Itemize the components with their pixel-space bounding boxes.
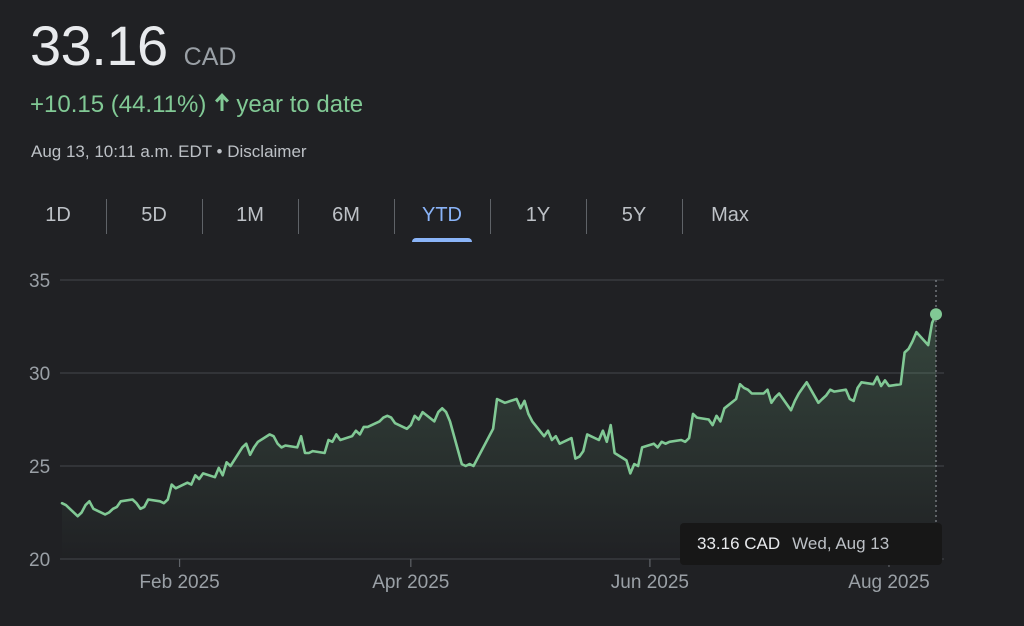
tab-max[interactable]: Max (682, 192, 778, 238)
y-tick-label: 25 (29, 457, 50, 478)
tab-label: Max (711, 203, 749, 226)
tab-1m[interactable]: 1M (202, 192, 298, 238)
x-tick-label: Jun 2025 (611, 572, 689, 593)
range-tabs: 1D 5D 1M 6M YTD 1Y 5Y Max (10, 192, 778, 242)
currency-label: CAD (183, 43, 237, 71)
active-tab-indicator (412, 238, 472, 242)
tab-5y[interactable]: 5Y (586, 192, 682, 238)
x-tick-label: Aug 2025 (848, 572, 929, 593)
period-label: year to date (236, 91, 364, 118)
current-price: 33.16 (30, 14, 168, 77)
arrow-up-icon (214, 91, 230, 119)
price-change: +10.15 (44.11%) (30, 91, 207, 118)
y-tick-label: 20 (29, 550, 50, 571)
series-line (60, 312, 938, 518)
quote-meta: Aug 13, 10:11 a.m. EDT • Disclaimer (31, 142, 307, 162)
tab-label: 1D (45, 203, 71, 226)
hover-point (930, 308, 942, 321)
price-change-row: +10.15 (44.11%) year to date (30, 91, 363, 119)
y-tick-label: 30 (29, 364, 50, 385)
tab-label: 1Y (525, 203, 551, 226)
tab-ytd[interactable]: YTD (394, 192, 490, 242)
tab-5d[interactable]: 5D (106, 192, 202, 238)
series-area (62, 314, 936, 559)
price-chart[interactable]: 35 30 25 20 Feb 2025 Apr 2025 Jun 2025 Aug 202… (0, 260, 1024, 626)
tab-label: 6M (332, 203, 360, 226)
tab-1y[interactable]: 1Y (490, 192, 586, 238)
tab-label: 1M (236, 203, 264, 226)
tab-6m[interactable]: 6M (298, 192, 394, 238)
tab-label: 5D (141, 203, 167, 226)
tooltip-date: Wed, Aug 13 (792, 534, 890, 553)
tab-label: 5Y (621, 203, 647, 226)
tooltip-price: 33.16 CAD (697, 534, 781, 553)
meta-separator: • (216, 142, 223, 161)
x-tick-label: Apr 2025 (372, 572, 449, 593)
quote-timestamp: Aug 13, 10:11 a.m. EDT (31, 142, 212, 161)
chart-tooltip: 33.16 CAD Wed, Aug 13 (680, 523, 942, 565)
disclaimer-link[interactable]: Disclaimer (227, 142, 307, 161)
tab-1d[interactable]: 1D (10, 192, 106, 238)
tab-label: YTD (422, 203, 462, 226)
y-tick-label: 35 (29, 271, 50, 292)
price-row: 33.16 CAD (30, 18, 236, 74)
x-tick-label: Feb 2025 (139, 572, 219, 593)
